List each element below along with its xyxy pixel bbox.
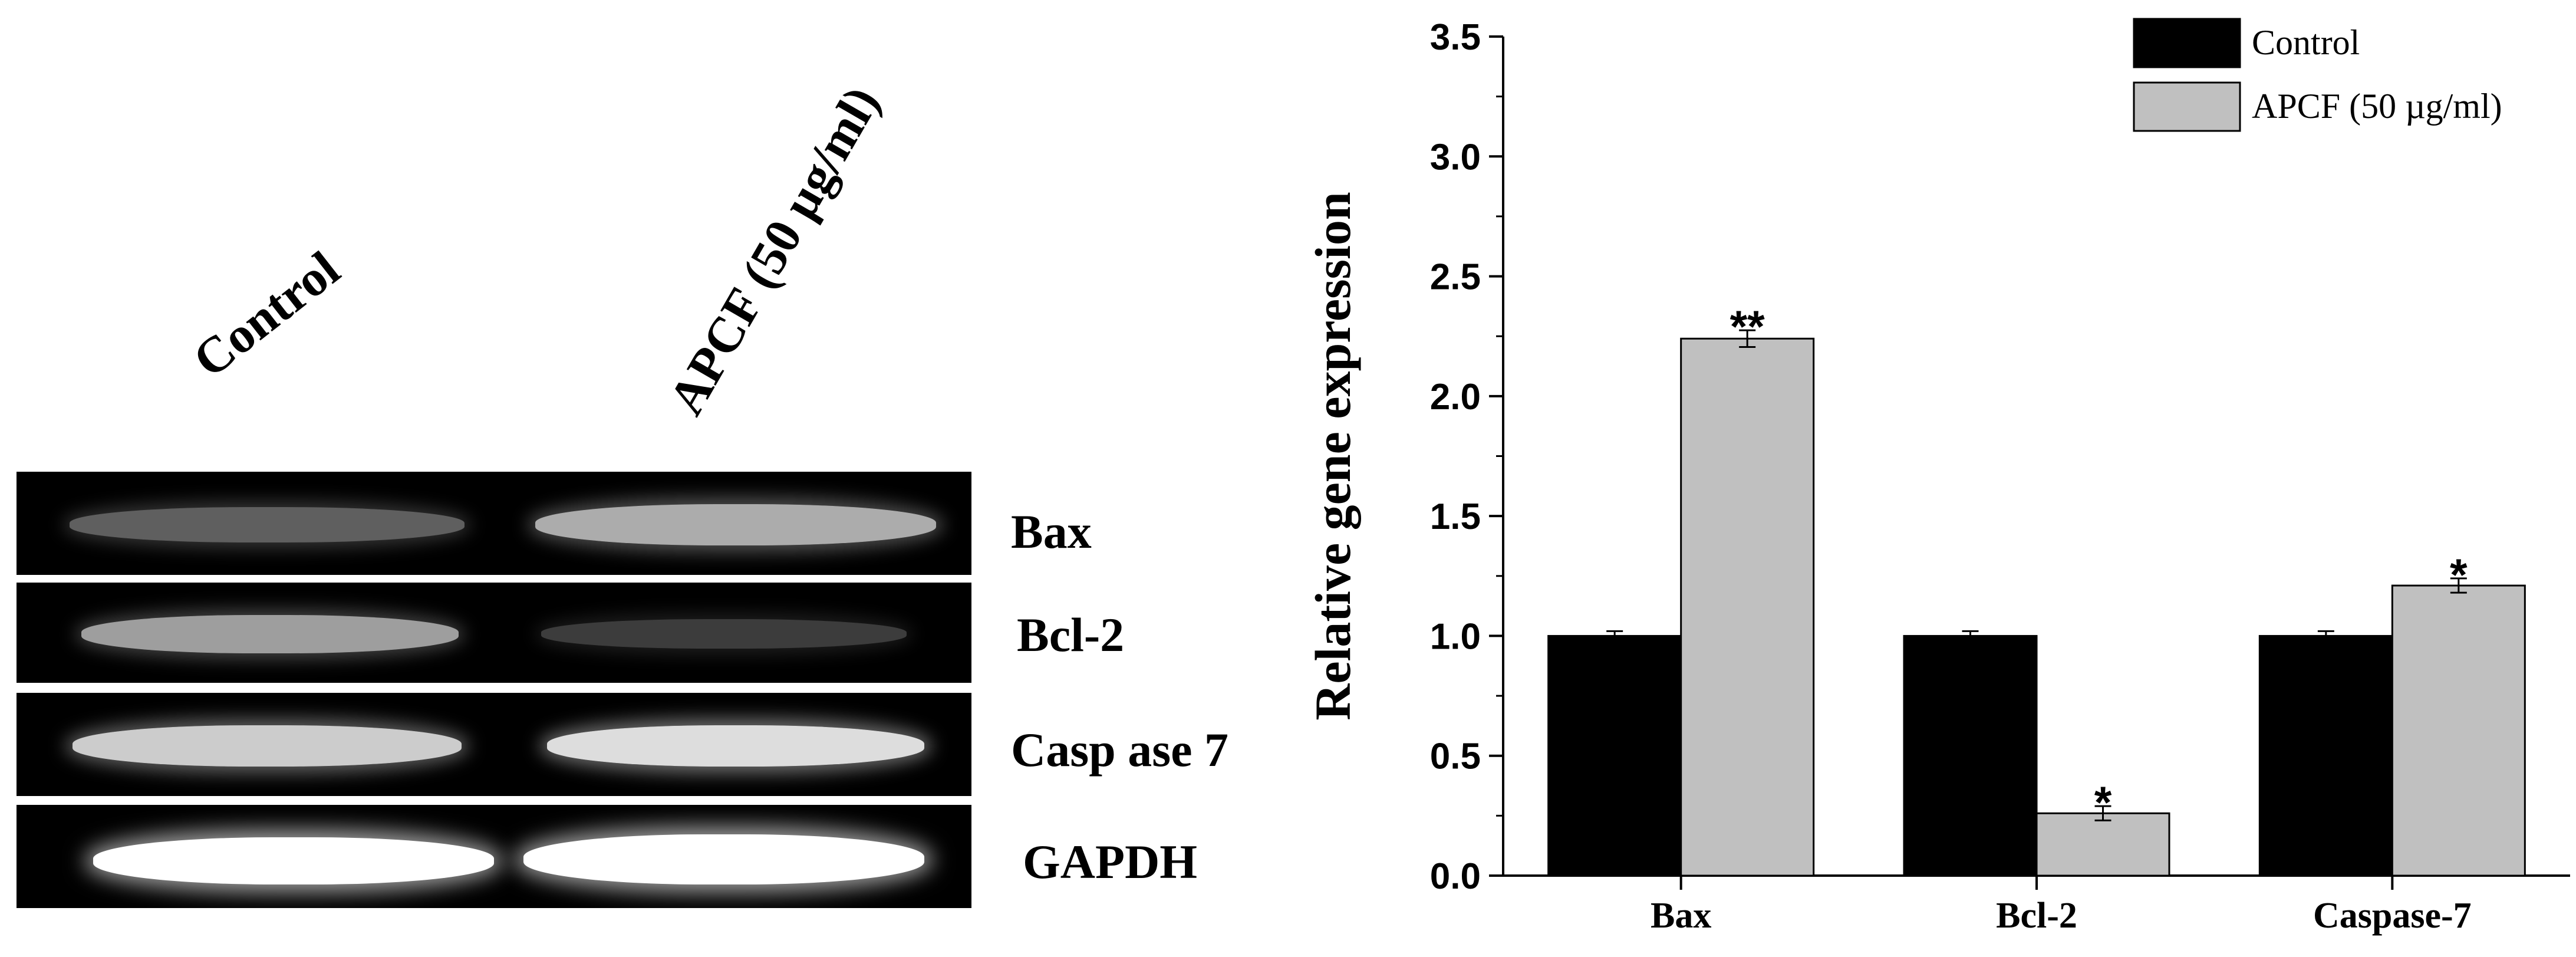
bar <box>1547 634 1682 877</box>
legend-swatch <box>2133 18 2241 68</box>
bar <box>2391 584 2526 877</box>
significance-marker: ** <box>1730 302 1765 352</box>
gel-band <box>93 837 494 884</box>
y-tick-label: 1.5 <box>1430 496 1481 537</box>
significance-marker: * <box>2450 550 2468 600</box>
bar <box>2258 634 2393 877</box>
x-tick-label: Bax <box>1651 896 1711 936</box>
gel-band <box>81 615 459 653</box>
y-axis-label: Relative gene expression <box>1305 192 1361 721</box>
gel-strip-bax <box>17 472 971 575</box>
y-tick-label: 0.0 <box>1430 856 1481 897</box>
bar <box>1903 634 2038 877</box>
legend-label: Control <box>2252 23 2360 62</box>
y-tick-label: 1.0 <box>1430 616 1481 657</box>
gel-strip-caspase7 <box>17 693 971 796</box>
gene-label-bcl2: Bcl-2 <box>1017 608 1125 662</box>
gel-band <box>535 504 936 545</box>
gene-label-gapdh: GAPDH <box>1023 835 1198 889</box>
x-tick-label: Caspase-7 <box>2313 896 2472 936</box>
gel-strip-gapdh <box>17 805 971 908</box>
gel-band <box>70 507 465 542</box>
y-tick-label: 3.0 <box>1430 137 1481 177</box>
bar <box>2035 812 2170 877</box>
gene-label-bax: Bax <box>1011 505 1092 558</box>
gel-band <box>541 619 907 649</box>
gel-band <box>523 834 924 884</box>
gel-panel: Control APCF (50 µg/ml) Bax Bcl-2 Casp a… <box>0 0 1285 957</box>
gel-band <box>73 725 462 767</box>
lane-label-control: Control <box>182 240 350 389</box>
bar <box>1680 337 1815 877</box>
legend-label: APCF (50 µg/ml) <box>2252 87 2502 126</box>
gel-band <box>547 725 924 767</box>
y-tick-label: 3.5 <box>1430 17 1481 58</box>
y-tick-label: 2.0 <box>1430 377 1481 417</box>
bar-chart: 0.0 0.5 1.0 1.5 2.0 2.5 3.0 3.5 Relative gene ex… <box>1305 17 2570 936</box>
lane-label-apcf: APCF (50 µg/ml) <box>657 77 891 425</box>
y-tick-label: 0.5 <box>1430 736 1481 777</box>
gel-strip-bcl2 <box>17 583 971 683</box>
x-tick-label: Bcl-2 <box>1996 896 2077 936</box>
significance-marker: * <box>2094 778 2112 828</box>
legend-swatch <box>2133 81 2241 132</box>
gene-label-caspase7: Casp ase 7 <box>1011 723 1229 777</box>
y-tick-label: 2.5 <box>1430 257 1481 298</box>
